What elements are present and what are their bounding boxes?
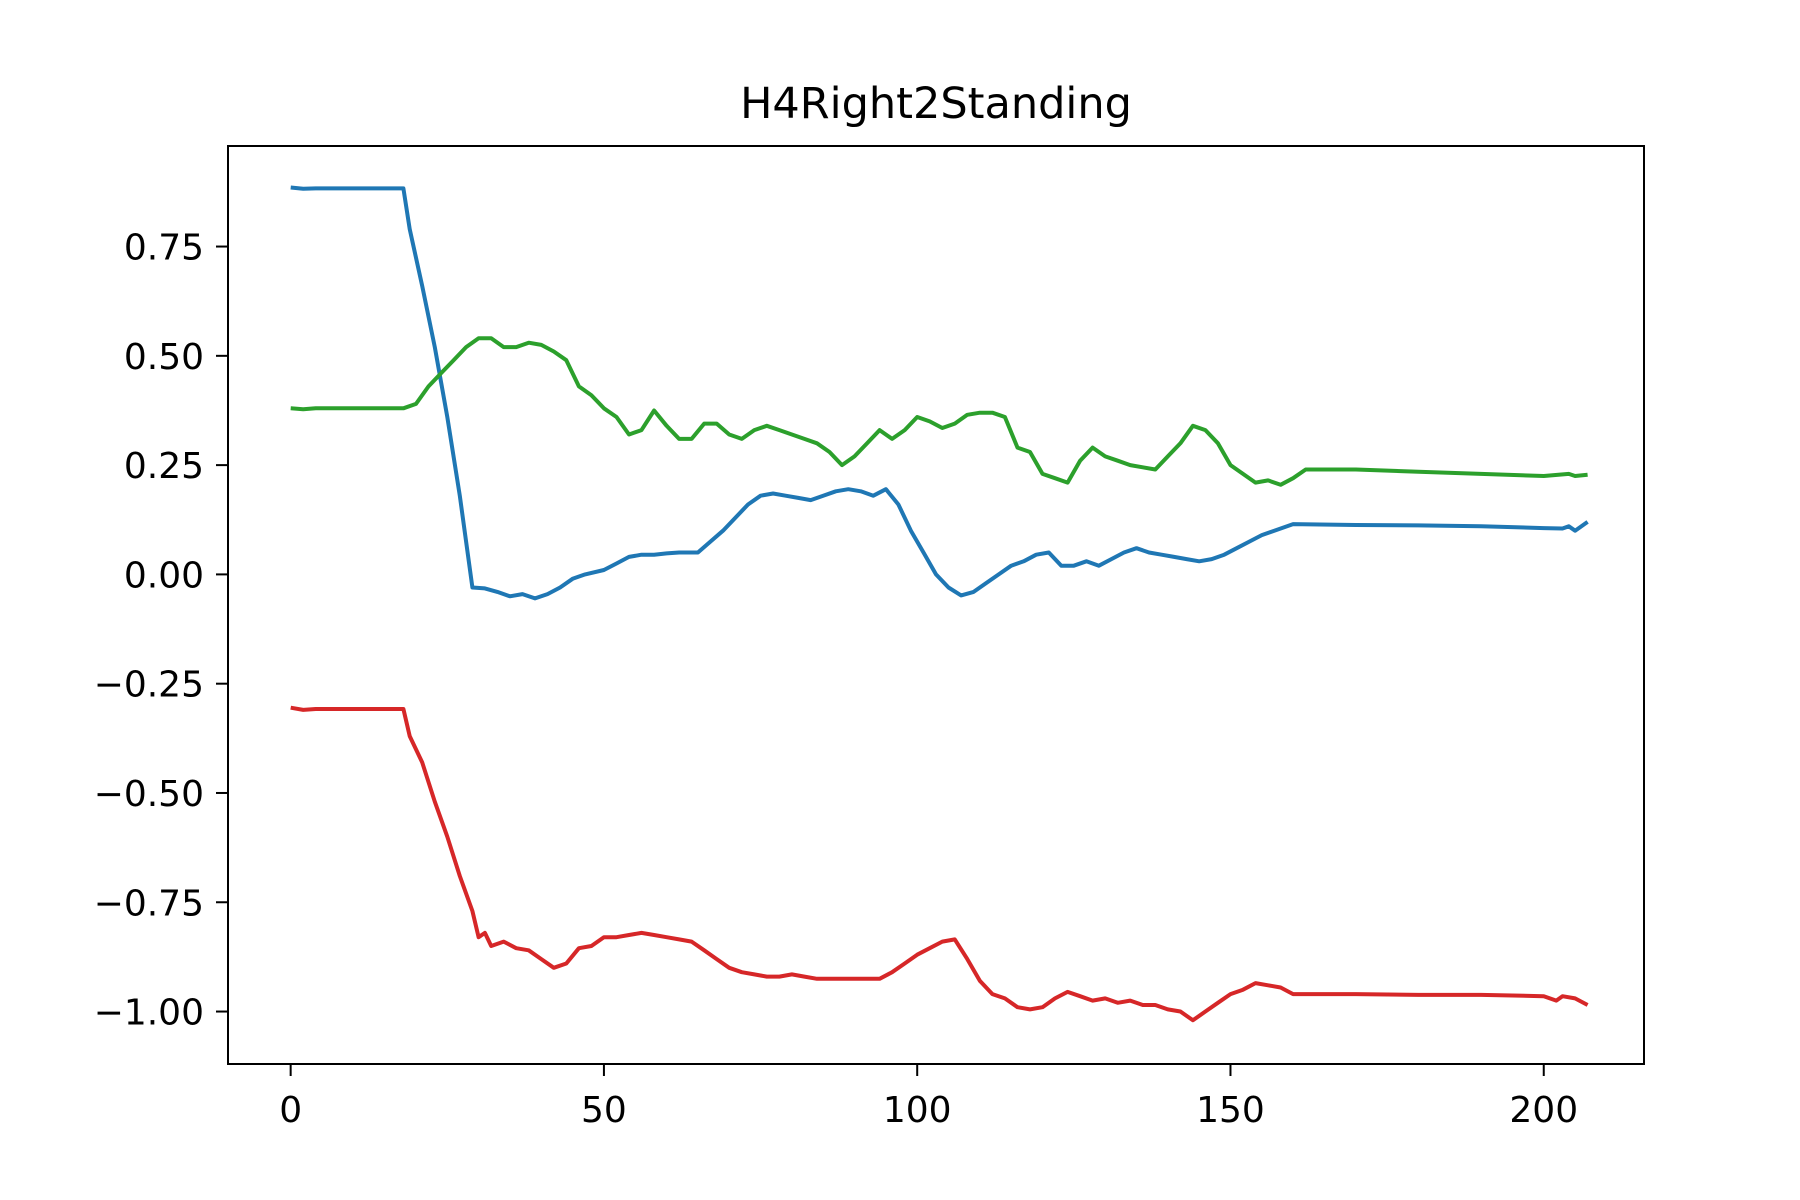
y-tick-label: 0.25	[124, 446, 204, 487]
x-tick-label: 200	[1509, 1090, 1578, 1131]
y-tick-label: 0.00	[124, 555, 204, 596]
y-tick-label: −0.50	[94, 774, 204, 815]
chart-title: H4Right2Standing	[740, 79, 1132, 129]
x-tick-label: 50	[581, 1090, 627, 1131]
x-tick-label: 150	[1196, 1090, 1265, 1131]
y-tick-label: 0.50	[124, 337, 204, 378]
x-tick-label: 100	[883, 1090, 952, 1131]
plot-area	[290, 185, 1589, 1023]
series-line-1	[290, 185, 1589, 601]
y-tick-label: −1.00	[94, 993, 204, 1034]
series-line-3	[290, 705, 1589, 1023]
series-line-2	[290, 336, 1588, 487]
y-tick-label: −0.75	[94, 883, 204, 924]
x-tick-label: 0	[279, 1090, 302, 1131]
axes-frame	[227, 145, 1645, 1065]
y-tick-label: −0.25	[94, 665, 204, 706]
x-axis: 0 50 100 150 200	[279, 1064, 1578, 1131]
y-tick-label: 0.75	[124, 228, 204, 269]
y-axis: 0.75 0.50 0.25 0.00 −0.25 −0.50 −0.75 −1.00	[94, 228, 228, 1034]
